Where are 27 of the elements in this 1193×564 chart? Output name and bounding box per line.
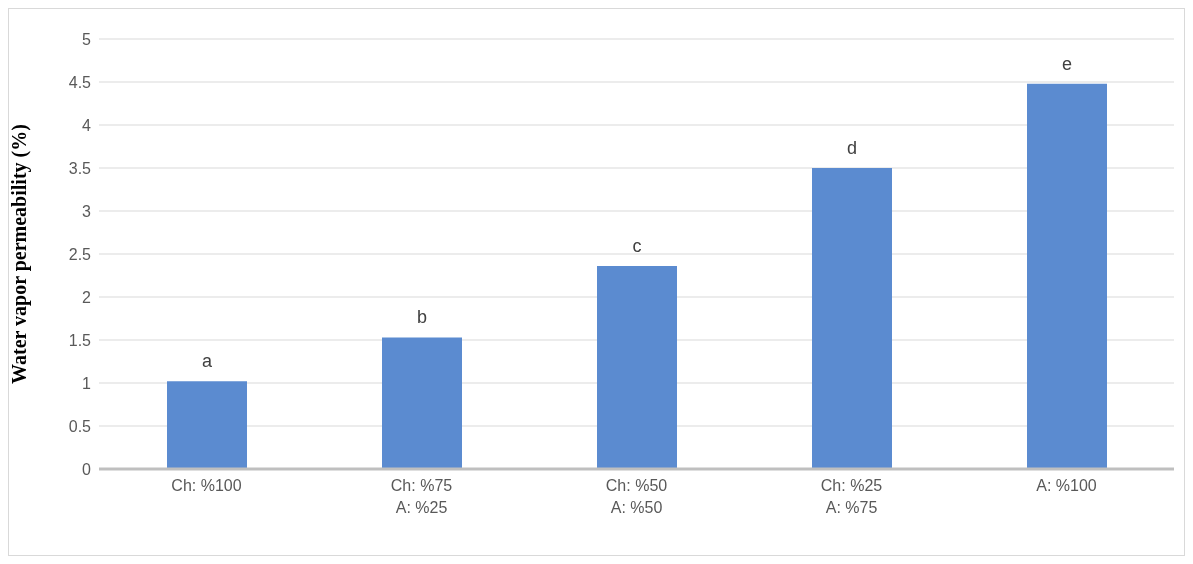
y-axis-title: Water vapor permeability (%) [8, 124, 32, 384]
y-tick-label: 0.5 [68, 417, 92, 435]
x-tick-label: Ch: %25 A: %75 [820, 477, 883, 516]
x-tick-label: Ch: %75 A: %25 [390, 477, 453, 516]
data-label: a [201, 351, 213, 372]
bar [382, 337, 462, 469]
y-tick-label: 0 [82, 460, 92, 478]
y-tick-label: 2 [82, 288, 92, 306]
y-tick-label: 4 [82, 116, 92, 134]
y-tick-label: 5 [82, 30, 92, 48]
x-tick-label: Ch: %50 A: %50 [605, 477, 668, 516]
y-tick-label: 1 [82, 374, 92, 392]
bar [597, 266, 677, 469]
bar [812, 168, 892, 469]
data-label: c [632, 236, 642, 257]
bar [167, 381, 247, 469]
data-label: e [1061, 53, 1073, 74]
x-tick-label: A: %100 [1036, 477, 1097, 494]
y-tick-label: 3 [82, 202, 92, 220]
y-tick-label: 1.5 [68, 331, 92, 349]
y-tick-label: 4.5 [68, 73, 92, 91]
bar [1027, 83, 1107, 469]
y-tick-label: 2.5 [68, 245, 92, 263]
y-tick-label: 3.5 [68, 159, 92, 177]
data-label: d [846, 138, 858, 158]
x-tick-label: Ch: %100 [171, 477, 242, 494]
data-label: b [416, 307, 428, 328]
